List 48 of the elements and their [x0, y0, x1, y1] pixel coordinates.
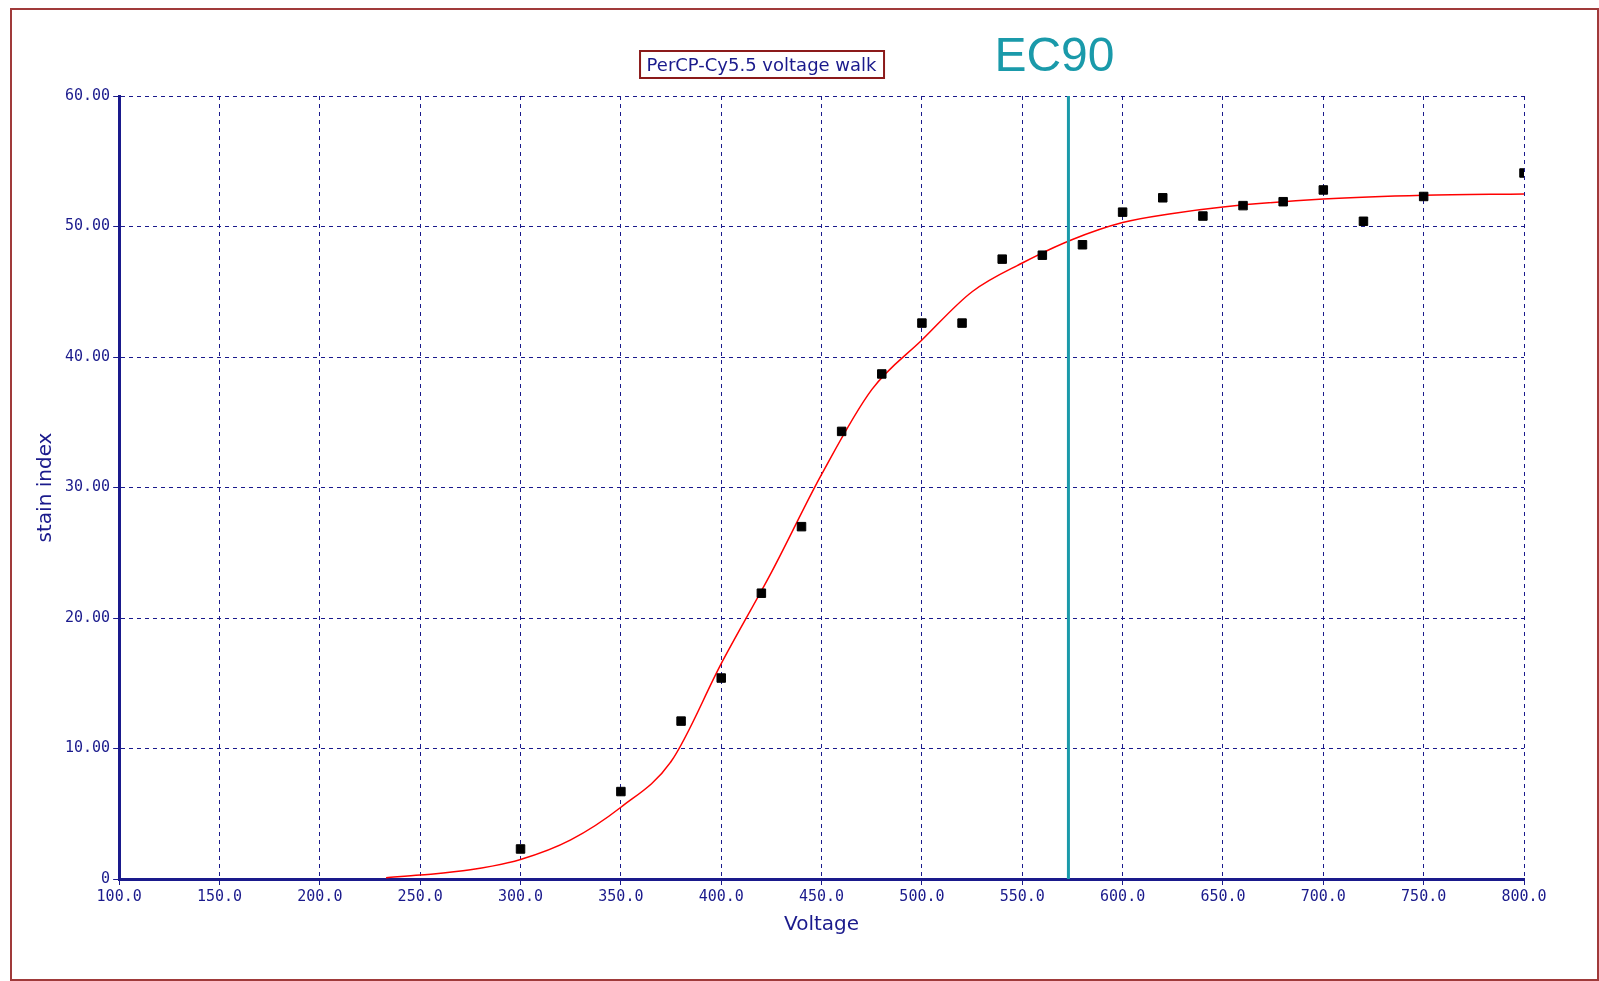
point: [1278, 196, 1288, 207]
y-tick-label: 10.00: [65, 738, 111, 757]
x-tick-label: 650.0: [1200, 886, 1246, 905]
y-tick-label: 0: [101, 868, 111, 887]
x-tick-label: 150.0: [196, 886, 243, 905]
point: [676, 716, 686, 726]
point: [756, 588, 767, 598]
y-tick-label: 30.00: [65, 477, 111, 496]
x-tick-label: 700.0: [1300, 886, 1346, 905]
point: [1198, 211, 1208, 221]
point: [616, 786, 626, 797]
point: [1318, 185, 1329, 195]
x-axis-title: Voltage: [784, 911, 860, 936]
y-axis-title: stain index: [32, 432, 57, 543]
x-tick-label: 300.0: [497, 886, 544, 905]
x-tick-label: 550.0: [999, 886, 1045, 905]
point: [1238, 200, 1248, 211]
line-series: [385, 193, 1524, 879]
x-tick-label: 750.0: [1401, 886, 1447, 905]
point: [997, 254, 1007, 264]
x-tick-label: 600.0: [1100, 886, 1146, 905]
y-tick-label: 20.00: [65, 607, 111, 626]
y-tick-label: 40.00: [65, 346, 111, 365]
x-tick-label: 400.0: [698, 886, 744, 905]
x-tick-label: 200.0: [297, 886, 343, 905]
point: [515, 844, 526, 854]
y-tick-label: 50.00: [65, 216, 111, 235]
point: [796, 521, 807, 532]
y-tick-label: 60.00: [65, 85, 111, 104]
point: [957, 318, 967, 328]
point: [1158, 193, 1168, 203]
x-tick-label: 350.0: [598, 886, 644, 905]
x-tick-label: 500.0: [899, 886, 945, 905]
x-tick-label: 100.0: [96, 886, 142, 905]
point: [716, 673, 726, 683]
point: [836, 426, 847, 437]
point: [1037, 250, 1048, 260]
x-tick-label: 450.0: [799, 886, 845, 905]
chart-title: PerCP-Cy5.5 voltage walk: [638, 50, 885, 79]
point: [1418, 191, 1429, 202]
point: [1358, 216, 1369, 227]
point: [917, 318, 927, 328]
point: [1077, 240, 1088, 250]
x-tick-label: 250.0: [397, 886, 443, 905]
point: [1117, 207, 1128, 217]
ref-line-label: EC90: [994, 28, 1115, 82]
point: [877, 369, 887, 379]
x-tick-label: 800.0: [1501, 886, 1547, 905]
